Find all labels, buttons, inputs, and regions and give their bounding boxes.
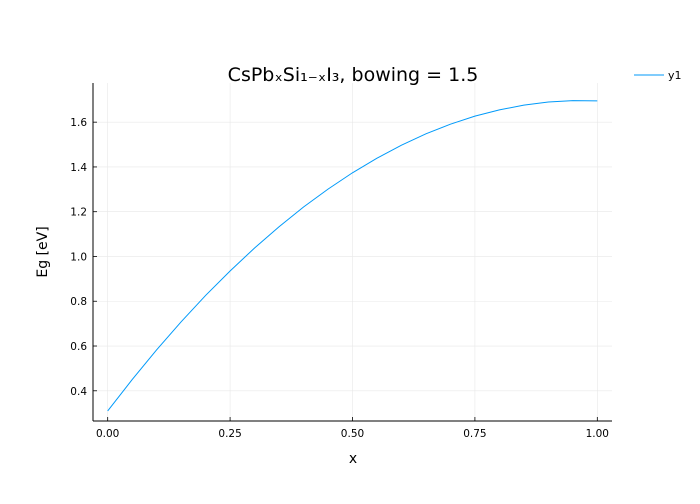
y-tick-label-2: 0.8 bbox=[70, 296, 87, 308]
y-tick-label-3: 1.0 bbox=[70, 251, 87, 263]
grid bbox=[93, 83, 612, 421]
chart-title: CsPbₓSi₁₋ₓI₃, bowing = 1.5 bbox=[228, 64, 479, 86]
legend: y1 bbox=[634, 69, 682, 82]
y-tick-label-0: 0.4 bbox=[70, 386, 87, 398]
y-axis-label: Eg [eV] bbox=[35, 226, 51, 277]
series-line-y1 bbox=[107, 100, 598, 412]
x-tick-label-4: 1.00 bbox=[586, 428, 609, 440]
x-tick-label-3: 0.75 bbox=[463, 428, 486, 440]
ticks: 0.00 0.25 0.50 0.75 1.00 0.4 0.6 0.8 1.0 1.2 1.4 1.… bbox=[70, 117, 609, 440]
legend-label-y1: y1 bbox=[668, 69, 682, 82]
y-tick-label-4: 1.2 bbox=[70, 207, 87, 219]
x-tick-label-0: 0.00 bbox=[96, 428, 119, 440]
x-tick-label-2: 0.50 bbox=[341, 428, 364, 440]
y-tick-label-1: 0.6 bbox=[70, 341, 87, 353]
series-layer bbox=[107, 100, 598, 412]
y-tick-label-5: 1.4 bbox=[70, 162, 87, 174]
x-tick-label-1: 0.25 bbox=[218, 428, 241, 440]
x-axis-label: x bbox=[349, 451, 357, 467]
y-tick-label-6: 1.6 bbox=[70, 117, 87, 129]
